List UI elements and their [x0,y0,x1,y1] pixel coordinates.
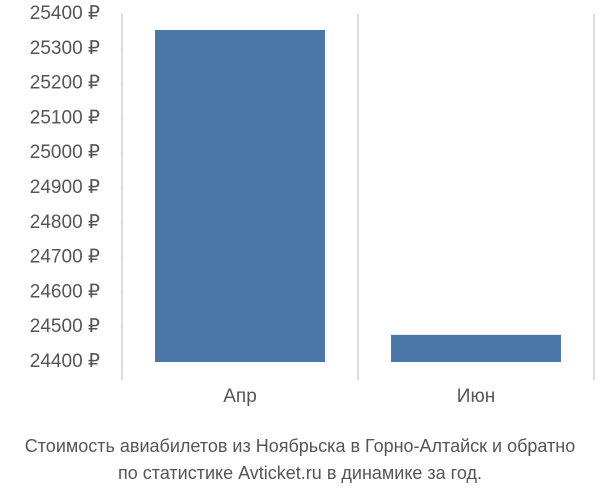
y-tick-label: 24900 ₽ [30,177,100,198]
y-tick-label: 24500 ₽ [30,316,100,337]
bar [155,30,325,363]
y-tick-label: 25300 ₽ [30,38,100,59]
y-tick-label: 25100 ₽ [30,107,100,128]
y-tick-label: 24700 ₽ [30,247,100,268]
chart-subtitle: по статистике Avticket.ru в динамике за … [118,463,482,483]
y-tick-label: 25400 ₽ [30,3,100,24]
bar [391,334,561,362]
y-tick-label: 25200 ₽ [30,73,100,94]
x-tick-label: Июн [457,386,495,407]
y-tick-label: 24400 ₽ [30,351,100,372]
y-tick-label: 25000 ₽ [30,142,100,163]
y-tick-label: 24800 ₽ [30,212,100,233]
chart-title: Стоимость авиабилетов из Ноябрьска в Гор… [25,436,575,456]
y-tick-label: 24600 ₽ [30,281,100,302]
x-tick-label: Апр [223,386,257,407]
